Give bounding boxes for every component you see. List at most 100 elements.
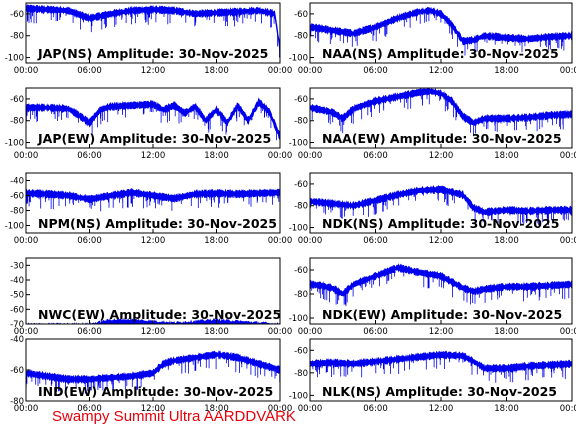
x-tick-label: 00:00 — [298, 404, 323, 414]
series-spikes-7 — [311, 268, 570, 307]
x-tick-label: 18:00 — [204, 327, 229, 337]
y-tick-label: -100 — [289, 139, 308, 149]
station-footer: Swampy Summit Ultra AARDDVARK — [52, 408, 296, 425]
y-tick-label: -70 — [10, 320, 24, 330]
x-tick-label: 00:00 — [560, 236, 576, 246]
x-tick-label: 12:00 — [141, 66, 166, 76]
y-tick-label: -60 — [294, 180, 308, 190]
series-band-5 — [310, 184, 572, 217]
chart-title: NWC(EW) Amplitude: 30-Nov-2025 — [38, 307, 281, 322]
x-tick-label: 12:00 — [141, 236, 166, 246]
x-tick-label: 06:00 — [363, 404, 388, 414]
chart-title: NDK(NS) Amplitude: 30-Nov-2025 — [322, 216, 559, 231]
x-tick-label: 00:00 — [14, 236, 39, 246]
y-tick-label: -60 — [294, 10, 308, 20]
series-spikes-5 — [310, 189, 572, 226]
chart-panel-9: 00:00 06:00 12:00 18:00 00:00 -60 -80 -100 NLK(N… — [289, 338, 576, 414]
x-tick-label: 18:00 — [494, 151, 519, 161]
y-tick-label: -40 — [10, 177, 24, 187]
chart-panel-3: 00:00 06:00 12:00 18:00 00:00 -60 -80 -100 NAA(E… — [289, 87, 576, 161]
x-tick-label: 18:00 — [204, 151, 229, 161]
y-tick-label: -40 — [10, 335, 24, 345]
chart-panel-1: 00:00 06:00 12:00 18:00 00:00 -60 -80 -100 NAA(N… — [289, 2, 576, 76]
x-tick-label: 12:00 — [429, 66, 454, 76]
x-tick-label: 06:00 — [363, 66, 388, 76]
x-tick-label: 12:00 — [141, 404, 166, 414]
chart-panel-4: 00:00 06:00 12:00 18:00 00:00 -40 -60 -80 -100 NP… — [5, 172, 292, 246]
y-tick-label: -50 — [10, 291, 24, 301]
x-tick-label: 00:00 — [14, 404, 39, 414]
y-tick-label: -100 — [289, 314, 308, 324]
y-tick-label: -100 — [5, 222, 24, 232]
y-tick-label: -100 — [289, 224, 308, 234]
y-tick-label: -80 — [10, 117, 24, 127]
series-band-7 — [310, 263, 572, 297]
x-tick-label: 12:00 — [429, 327, 454, 337]
x-tick-label: 00:00 — [268, 151, 293, 161]
chart-panel-0: 00:00 06:00 12:00 18:00 00:00 -60 -80 -100 JAP(N… — [5, 2, 293, 76]
y-tick-label: -100 — [5, 54, 24, 64]
y-tick-label: -80 — [294, 32, 308, 42]
y-tick-label: -80 — [294, 202, 308, 212]
y-tick-label: -60 — [294, 95, 308, 105]
y-tick-label: -60 — [294, 266, 308, 276]
x-tick-label: 18:00 — [204, 404, 229, 414]
y-tick-label: -80 — [10, 32, 24, 42]
chart-panel-5: 00:00 06:00 12:00 18:00 00:00 -60 -80 -100 NDK(N… — [289, 172, 576, 246]
chart-panel-7: 00:00 06:00 12:00 18:00 00:00 -60 -80 -100 NDK(E… — [289, 257, 576, 337]
series-band-9 — [310, 350, 572, 373]
x-tick-label: 00:00 — [268, 404, 293, 414]
y-tick-label: -80 — [294, 117, 308, 127]
series-spikes-3 — [311, 91, 570, 137]
y-tick-label: -40 — [10, 276, 24, 286]
y-tick-label: -100 — [289, 54, 308, 64]
x-tick-label: 06:00 — [77, 66, 102, 76]
x-tick-label: 12:00 — [429, 236, 454, 246]
series-spikes-9 — [312, 354, 570, 383]
x-tick-label: 00:00 — [268, 66, 293, 76]
x-tick-label: 00:00 — [14, 151, 39, 161]
y-tick-label: -60 — [10, 305, 24, 315]
x-tick-label: 06:00 — [363, 151, 388, 161]
x-tick-label: 12:00 — [141, 151, 166, 161]
x-tick-label: 00:00 — [560, 151, 576, 161]
y-tick-label: -100 — [289, 391, 308, 401]
x-tick-label: 18:00 — [494, 66, 519, 76]
y-tick-label: -30 — [10, 261, 24, 271]
x-tick-label: 00:00 — [298, 327, 323, 337]
x-tick-label: 18:00 — [494, 404, 519, 414]
x-tick-label: 18:00 — [204, 236, 229, 246]
y-tick-label: -80 — [294, 290, 308, 300]
x-tick-label: 00:00 — [268, 327, 293, 337]
x-tick-label: 06:00 — [363, 236, 388, 246]
x-tick-label: 00:00 — [14, 327, 39, 337]
chart-title: NDK(EW) Amplitude: 30-Nov-2025 — [322, 307, 562, 322]
x-tick-label: 18:00 — [494, 236, 519, 246]
chart-title: IND(EW) Amplitude: 30-Nov-2025 — [38, 384, 273, 399]
series-band-3 — [310, 88, 572, 127]
series-spikes-0 — [27, 8, 280, 58]
series-band-4 — [26, 188, 280, 204]
x-tick-label: 00:00 — [560, 327, 576, 337]
y-tick-label: -60 — [10, 366, 24, 376]
x-tick-label: 12:00 — [429, 404, 454, 414]
x-tick-label: 18:00 — [494, 327, 519, 337]
chart-title: JAP(NS) Amplitude: 30-Nov-2025 — [37, 46, 268, 61]
chart-title: NAA(NS) Amplitude: 30-Nov-2025 — [322, 46, 559, 61]
y-tick-label: -80 — [10, 207, 24, 217]
x-tick-label: 00:00 — [298, 151, 323, 161]
y-tick-label: -60 — [10, 10, 24, 20]
x-tick-label: 00:00 — [14, 66, 39, 76]
chart-title: NAA(EW) Amplitude: 30-Nov-2025 — [322, 131, 562, 146]
x-tick-label: 06:00 — [77, 236, 102, 246]
chart-title: JAP(EW) Amplitude: 30-Nov-2025 — [37, 131, 271, 146]
chart-title: NPM(NS) Amplitude: 30-Nov-2025 — [38, 216, 277, 231]
x-tick-label: 06:00 — [77, 151, 102, 161]
series-band-0 — [26, 4, 280, 53]
series-spikes-4 — [26, 192, 280, 212]
chart-panel-8: 00:00 06:00 12:00 18:00 00:00 -40 -60 -80 IND(EW… — [10, 335, 292, 414]
x-tick-label: 00:00 — [298, 236, 323, 246]
chart-panel-6: 00:00 06:00 12:00 18:00 00:00 -30 -40 -50 -60 -70… — [10, 257, 293, 337]
chart-title: NLK(NS) Amplitude: 30-Nov-2025 — [322, 384, 557, 399]
y-tick-label: -80 — [10, 397, 24, 407]
